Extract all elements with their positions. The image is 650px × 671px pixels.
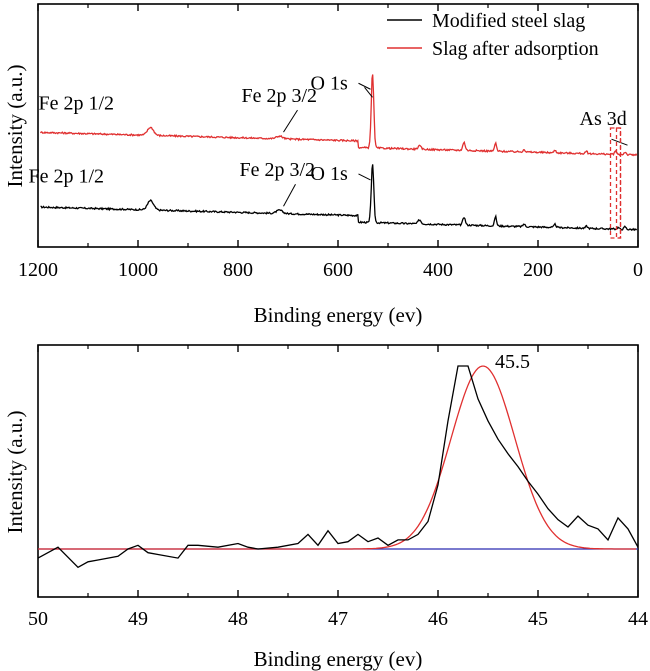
- as-3d-highlight-box-inner: [615, 127, 622, 239]
- bottom-x-tick-label-49: 49: [128, 608, 148, 630]
- bottom-chart: 50 49 48 47 46 45 44 45.5 Binding energy (ev) …: [3, 344, 648, 671]
- bottom-x-ticks: [37, 345, 639, 597]
- bottom-y-axis-title: Intensity (a.u.): [3, 410, 27, 533]
- top-x-tick-label-800: 800: [223, 259, 253, 281]
- bottom-x-tick-label-44: 44: [628, 608, 648, 630]
- top-x-tick-labels: 1200 1000 800 600 400 200 0: [18, 259, 643, 281]
- top-x-tick-label-1000: 1000: [118, 259, 158, 281]
- bottom-annotation-peak-label: 45.5: [495, 351, 530, 373]
- top-x-tick-label-400: 400: [423, 259, 453, 281]
- top-chart: 1200 1000 800 600 400 200 0 O 1s Fe 2p 1/2 Fe 2p…: [3, 3, 643, 327]
- top-y-axis-title: Intensity (a.u.): [3, 64, 27, 187]
- bottom-chart-frame: [37, 344, 639, 598]
- top-annotation-leader: [358, 82, 371, 90]
- bottom-x-axis-title: Binding energy (ev): [254, 647, 423, 671]
- top-annotation-o-1s-slag-after-adsorption: O 1s: [311, 72, 348, 94]
- bottom-series-line-fit: [38, 365, 636, 550]
- bottom-series-lines: [37, 365, 639, 569]
- bottom-x-tick-labels: 50 49 48 47 46 45 44: [28, 608, 648, 630]
- legend-label-modified-steel-slag: Modified steel slag: [432, 10, 585, 32]
- bottom-series-line-raw: [37, 365, 639, 569]
- top-annotation-fe-2p-3-2-slag-after-adsorption: Fe 2p 3/2: [242, 85, 318, 107]
- bottom-x-tick-label-48: 48: [228, 608, 248, 630]
- top-x-tick-label-1200: 1200: [18, 259, 58, 281]
- top-annotation-leader: [364, 86, 373, 98]
- top-annotation-fe-2p-1-2-modified-steel-slag: Fe 2p 1/2: [29, 166, 105, 188]
- top-series-line-slag-after-adsorption: [39, 74, 638, 157]
- top-series-lines: [39, 74, 638, 232]
- top-x-tick-label-200: 200: [523, 259, 553, 281]
- top-annotation-leader: [358, 173, 371, 181]
- top-annotations: O 1s Fe 2p 1/2 Fe 2p 3/2 As 3d O 1s Fe 2p 1/2…: [29, 72, 628, 207]
- top-annotation-fe-2p-3-2-modified-steel-slag: Fe 2p 3/2: [240, 159, 316, 181]
- bottom-annotations: 45.5: [495, 351, 530, 373]
- top-x-tick-label-600: 600: [323, 259, 353, 281]
- top-x-tick-label-0: 0: [633, 259, 643, 281]
- top-x-axis-title: Binding energy (ev): [254, 303, 423, 327]
- top-annotation-leader: [611, 138, 628, 146]
- top-annotation-o-1s-modified-steel-slag: O 1s: [311, 163, 348, 185]
- bottom-x-tick-label-46: 46: [428, 608, 448, 630]
- top-x-ticks: [37, 4, 639, 247]
- top-annotation-fe-2p-1-2-slag-after-adsorption: Fe 2p 1/2: [39, 92, 115, 114]
- top-annotation-leader: [283, 184, 296, 207]
- top-annotation-leader: [283, 109, 298, 133]
- bottom-x-tick-label-50: 50: [28, 608, 48, 630]
- legend-label-slag-after-adsorption: Slag after adsorption: [432, 38, 599, 60]
- bottom-x-tick-label-45: 45: [528, 608, 548, 630]
- top-annotation-as-3d-slag-after-adsorption: As 3d: [580, 108, 627, 130]
- top-series-line-modified-steel-slag: [40, 164, 638, 232]
- as-3d-highlight-box: [609, 127, 622, 239]
- top-legend: Modified steel slag Slag after adsorptio…: [387, 10, 599, 60]
- bottom-x-tick-label-47: 47: [328, 608, 348, 630]
